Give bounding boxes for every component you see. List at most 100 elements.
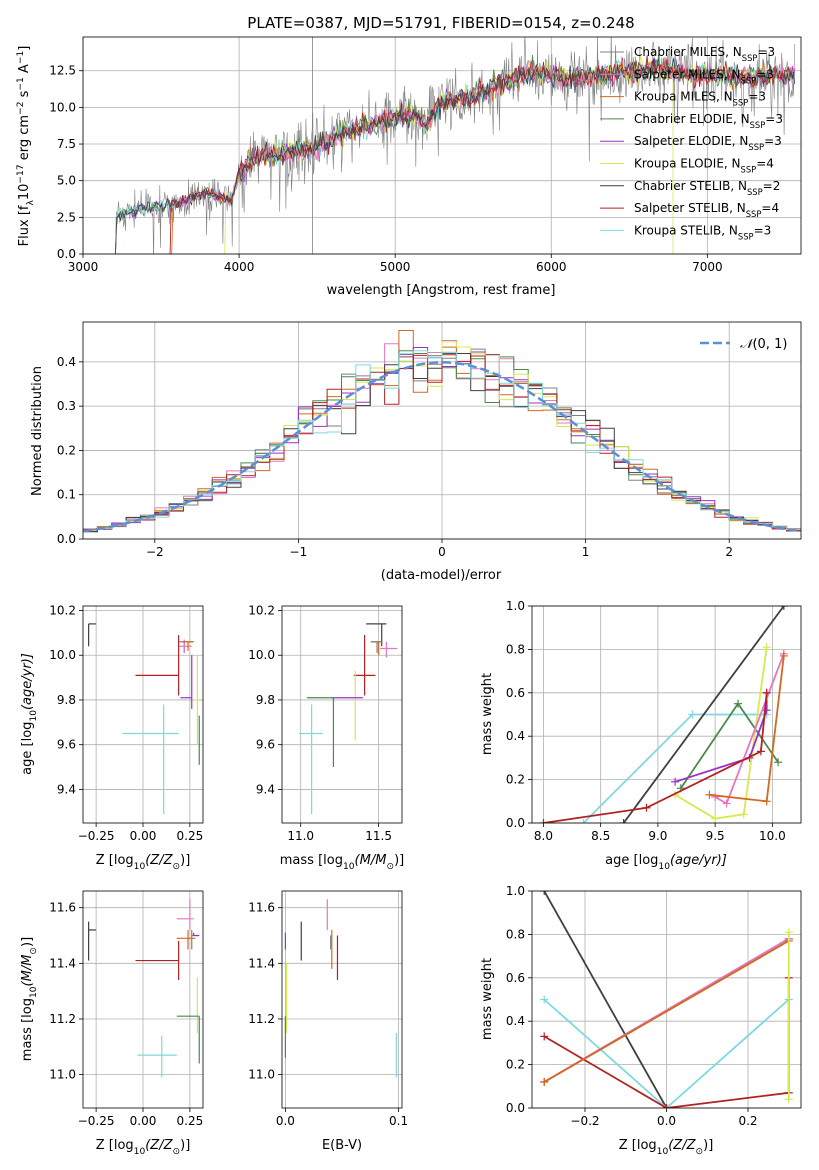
tick-label-y: 0.8 bbox=[506, 927, 525, 941]
label-part: =3 bbox=[748, 90, 766, 104]
weight-Z-ylabel: mass weight bbox=[480, 958, 495, 1040]
grid bbox=[532, 605, 801, 824]
label-part: 10 bbox=[657, 1147, 669, 1157]
label-part: )] bbox=[180, 1138, 190, 1153]
errorbar-point bbox=[370, 641, 382, 656]
legend-label: Salpeter MILES, NSSP=3 bbox=[634, 67, 774, 85]
tick-label-y: 11.2 bbox=[49, 1012, 76, 1026]
tick-label-y: 11.4 bbox=[49, 956, 76, 970]
weight-marker bbox=[579, 819, 588, 823]
weight-age-ylabel: mass weight bbox=[480, 673, 495, 755]
label-part: age [log bbox=[605, 853, 658, 868]
errorbar-point bbox=[366, 623, 387, 647]
tick-label-x: 11.0 bbox=[287, 829, 314, 843]
spectrum-xlabel: wavelength [Angstrom, rest frame] bbox=[327, 283, 556, 298]
axes-frame bbox=[531, 605, 802, 824]
tick-label-y: 0.6 bbox=[506, 971, 525, 985]
label-part: Z [log bbox=[96, 1138, 134, 1153]
label-part: erg cm bbox=[17, 115, 32, 164]
label-part: )] bbox=[180, 853, 190, 868]
weight-age-xlabel: age [log10(age/yr)] bbox=[605, 853, 727, 872]
label-part: ⊙ bbox=[173, 862, 181, 872]
legend-label: Kroupa ELODIE, NSSP=4 bbox=[634, 157, 774, 175]
errorbar-point bbox=[180, 655, 193, 709]
weight-marker bbox=[711, 814, 720, 823]
weight-marker bbox=[762, 797, 771, 806]
axes-frame bbox=[82, 36, 802, 255]
tick-label-x: 8.0 bbox=[534, 829, 553, 843]
age-mass-axes: 11.0 11.5 9.4 9.6 9.8 10.0 10.2 bbox=[248, 603, 403, 843]
mass-Z-xlabel: Z [log10(Z/Z⊙)] bbox=[96, 1138, 191, 1157]
weight-line-1 bbox=[543, 998, 790, 1108]
label-part: ⊙ bbox=[386, 862, 394, 872]
age-Z-ylabel: age [log10(age/yr)] bbox=[20, 653, 39, 775]
label-part: SSP bbox=[738, 231, 754, 241]
spectrum-title: PLATE=0387, MJD=51791, FIBERID=0154, z=0… bbox=[247, 14, 634, 32]
label-part: Salpeter STELIB, N bbox=[634, 201, 746, 215]
label-part: Kroupa STELIB, N bbox=[634, 223, 738, 237]
label-part: =4 bbox=[761, 201, 779, 215]
tick-label-y: 10.0 bbox=[248, 648, 275, 662]
weight-age-axes: 8.0 8.5 9.0 9.5 10.0 0.0 0.2 0.4 0.6 0.8 1.0 bbox=[506, 599, 802, 843]
label-part: ⊙ bbox=[173, 1147, 181, 1157]
grid bbox=[83, 606, 203, 823]
tick-label-y: 11.2 bbox=[248, 1012, 275, 1026]
tick-label-y: 1.0 bbox=[506, 599, 525, 613]
label-part: 10 bbox=[17, 184, 32, 201]
tick-label-x: 0.00 bbox=[130, 829, 157, 843]
label-part: s bbox=[17, 90, 32, 101]
tick-label-y: 0.2 bbox=[506, 1058, 525, 1072]
label-part: ⊙ bbox=[696, 1147, 704, 1157]
label-part: (Z/Z bbox=[145, 1138, 173, 1153]
legend-label: Chabrier STELIB, NSSP=2 bbox=[634, 179, 780, 197]
tick-label-y: 10.2 bbox=[248, 603, 275, 617]
weight-marker bbox=[671, 777, 680, 786]
tick-label-x: 9.5 bbox=[706, 829, 725, 843]
plot-area bbox=[83, 330, 801, 533]
label-part: Z [log bbox=[619, 1138, 657, 1153]
errorbar-point bbox=[176, 899, 194, 930]
weight-line-5 bbox=[543, 940, 790, 1083]
spectrum-line-6 bbox=[114, 57, 796, 254]
tick-label-x: 11.5 bbox=[365, 829, 392, 843]
label-part: Chabrier STELIB, N bbox=[634, 179, 747, 193]
weight-marker bbox=[722, 799, 731, 808]
label-part: Chabrier ELODIE, N bbox=[634, 112, 750, 126]
tick-label-y: 0.2 bbox=[57, 443, 76, 457]
label-part: =3 bbox=[757, 45, 775, 59]
label-part: SSP bbox=[747, 187, 763, 197]
weight-marker bbox=[540, 1077, 549, 1086]
grid bbox=[83, 891, 203, 1108]
spectrum-legend: Chabrier MILES, NSSP=3 Salpeter MILES, NS… bbox=[600, 45, 783, 241]
mass-Z-axes: −0.25 0.00 0.25 11.0 11.2 11.4 11.6 bbox=[49, 890, 204, 1128]
tick-label-x: 9.0 bbox=[648, 829, 667, 843]
tick-label-y: 11.4 bbox=[248, 956, 275, 970]
errorbar-point bbox=[306, 697, 335, 768]
plot-area bbox=[114, 37, 796, 254]
axes-frame bbox=[82, 605, 204, 824]
label-part: Flux [f bbox=[17, 205, 32, 246]
label-part: =3 bbox=[765, 112, 783, 126]
tick-label-y: 0.0 bbox=[506, 1101, 525, 1115]
tick-label-y: 11.0 bbox=[49, 1068, 76, 1082]
label-part: (Z/Z bbox=[145, 853, 173, 868]
errorbar-point bbox=[299, 704, 323, 815]
tick-label-y: 9.8 bbox=[256, 693, 275, 707]
label-part: SSP bbox=[741, 165, 757, 175]
tick-label-y: 0.4 bbox=[57, 355, 76, 369]
plot-area bbox=[539, 606, 788, 823]
weight-marker bbox=[711, 792, 720, 801]
legend-label: Chabrier MILES, NSSP=3 bbox=[634, 45, 775, 63]
weight-Z-axes: −0.2 0.0 0.2 0.0 0.2 0.4 0.6 0.8 1.0 bbox=[506, 884, 802, 1128]
weight-line-7 bbox=[543, 692, 768, 823]
label-part: SSP bbox=[733, 98, 749, 108]
errorbar-point bbox=[135, 941, 180, 981]
label-part: )] bbox=[703, 1138, 713, 1153]
tick-label-y: 0.0 bbox=[506, 816, 525, 830]
errorbar-point bbox=[193, 932, 200, 937]
label-part: SSP bbox=[748, 142, 764, 152]
label-part: Kroupa ELODIE, N bbox=[634, 157, 741, 171]
weight-marker bbox=[540, 1032, 549, 1041]
mass-EBV-axes: 0.0 0.1 11.0 11.2 11.4 11.6 bbox=[248, 890, 408, 1128]
axes-frame bbox=[82, 321, 802, 540]
